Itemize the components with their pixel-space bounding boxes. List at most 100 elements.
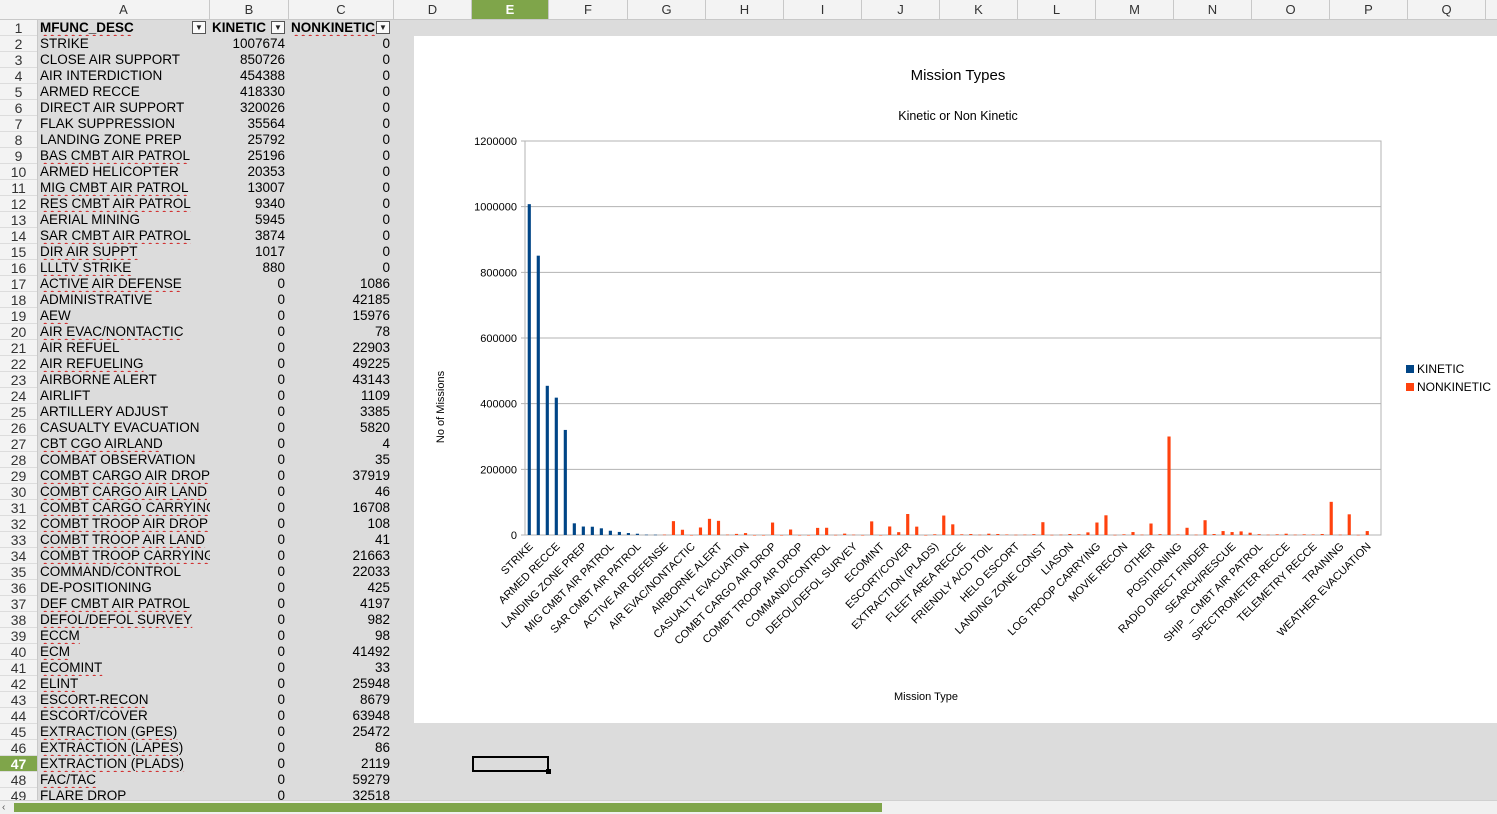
- row-header-5[interactable]: 5: [0, 84, 37, 100]
- cell-nonkinetic[interactable]: 98: [374, 628, 390, 643]
- cell-nonkinetic[interactable]: 15976: [352, 308, 390, 323]
- column-header-A[interactable]: A: [38, 0, 210, 19]
- cell-nonkinetic[interactable]: 21663: [352, 548, 390, 563]
- filter-dropdown-icon[interactable]: ▼: [271, 21, 285, 34]
- cell-kinetic[interactable]: 0: [277, 404, 285, 419]
- cell-mfunc-desc[interactable]: COMBT TROOP AIR LAND: [40, 532, 206, 547]
- cell-kinetic[interactable]: 0: [277, 676, 285, 691]
- cell-kinetic[interactable]: 0: [277, 580, 285, 595]
- cell-mfunc-desc[interactable]: STRIKE: [40, 36, 89, 51]
- cell-kinetic[interactable]: 418330: [239, 84, 285, 99]
- cell-mfunc-desc[interactable]: ECOMINT: [40, 660, 103, 675]
- cell-kinetic[interactable]: 1007674: [232, 36, 285, 51]
- row-header-26[interactable]: 26: [0, 420, 37, 436]
- cell-kinetic[interactable]: 0: [277, 308, 285, 323]
- cell-kinetic[interactable]: 9340: [254, 196, 285, 211]
- cell-nonkinetic[interactable]: 0: [382, 84, 390, 99]
- cell-nonkinetic[interactable]: 16708: [352, 500, 390, 515]
- row-header-31[interactable]: 31: [0, 500, 37, 516]
- cell-kinetic[interactable]: 850726: [239, 52, 285, 67]
- cell-mfunc-desc[interactable]: AIR REFUEL: [40, 340, 120, 355]
- cell-mfunc-desc[interactable]: EXTRACTION (LAPES): [40, 740, 184, 755]
- cell-kinetic[interactable]: 0: [277, 388, 285, 403]
- row-header-21[interactable]: 21: [0, 340, 37, 356]
- cell-nonkinetic[interactable]: 0: [382, 68, 390, 83]
- row-header-22[interactable]: 22: [0, 356, 37, 372]
- cell-mfunc-desc[interactable]: ELINT: [40, 676, 79, 691]
- cell-mfunc-desc[interactable]: ESCORT/COVER: [40, 708, 148, 723]
- cell-kinetic[interactable]: 0: [277, 596, 285, 611]
- row-header-45[interactable]: 45: [0, 724, 37, 740]
- row-header-10[interactable]: 10: [0, 164, 37, 180]
- cell-nonkinetic[interactable]: 2119: [360, 756, 390, 771]
- cell-mfunc-desc[interactable]: ARMED RECCE: [40, 84, 140, 99]
- row-header-42[interactable]: 42: [0, 676, 37, 692]
- row-header-30[interactable]: 30: [0, 484, 37, 500]
- cell-mfunc-desc[interactable]: FAC/TAC: [40, 772, 97, 787]
- cell-nonkinetic[interactable]: 0: [382, 244, 390, 259]
- cell-mfunc-desc[interactable]: CLOSE AIR SUPPORT: [40, 52, 181, 67]
- cell-mfunc-desc[interactable]: AERIAL MINING: [40, 212, 141, 227]
- cell-nonkinetic[interactable]: 42185: [352, 292, 390, 307]
- row-header-29[interactable]: 29: [0, 468, 37, 484]
- row-header-38[interactable]: 38: [0, 612, 37, 628]
- cell-kinetic[interactable]: 35564: [247, 116, 285, 131]
- row-header-23[interactable]: 23: [0, 372, 37, 388]
- cell-kinetic[interactable]: 20353: [247, 164, 285, 179]
- cell-mfunc-desc[interactable]: ESCORT-RECON: [40, 692, 149, 707]
- cell-kinetic[interactable]: 0: [277, 788, 285, 803]
- cell-kinetic[interactable]: 0: [277, 372, 285, 387]
- cell-kinetic[interactable]: 0: [277, 724, 285, 739]
- cell-nonkinetic[interactable]: 5820: [359, 420, 390, 435]
- column-header-H[interactable]: H: [706, 0, 784, 19]
- cell-nonkinetic[interactable]: 0: [382, 52, 390, 67]
- column-header-I[interactable]: I: [784, 0, 862, 19]
- column-header-B[interactable]: B: [210, 0, 289, 19]
- cell-mfunc-desc[interactable]: AIRLIFT: [40, 388, 91, 403]
- cell-mfunc-desc[interactable]: COMBT TROOP AIR DROP: [40, 516, 209, 531]
- column-header-G[interactable]: G: [628, 0, 706, 19]
- row-header-9[interactable]: 9: [0, 148, 37, 164]
- cell-kinetic[interactable]: 0: [277, 564, 285, 579]
- cell-kinetic[interactable]: 0: [277, 644, 285, 659]
- row-header-40[interactable]: 40: [0, 644, 37, 660]
- row-header-48[interactable]: 48: [0, 772, 37, 788]
- cell-mfunc-desc[interactable]: FLARE DROP: [40, 788, 127, 803]
- column-header-D[interactable]: D: [394, 0, 472, 19]
- cell-kinetic[interactable]: 3874: [254, 228, 285, 243]
- cell-mfunc-desc[interactable]: EXTRACTION (GPES): [40, 724, 178, 739]
- cell-nonkinetic[interactable]: 25948: [352, 676, 390, 691]
- cell-mfunc-desc[interactable]: DIRECT AIR SUPPORT: [40, 100, 185, 115]
- mission-types-chart[interactable]: Mission Types Kinetic or Non Kinetic No …: [414, 36, 1497, 723]
- cell-nonkinetic[interactable]: 0: [382, 212, 390, 227]
- cell-nonkinetic[interactable]: 0: [382, 164, 390, 179]
- row-header-11[interactable]: 11: [0, 180, 37, 196]
- cell-nonkinetic[interactable]: 22903: [352, 340, 390, 355]
- cell-mfunc-desc[interactable]: AIR INTERDICTION: [40, 68, 163, 83]
- row-header-25[interactable]: 25: [0, 404, 37, 420]
- row-header-14[interactable]: 14: [0, 228, 37, 244]
- row-header-4[interactable]: 4: [0, 68, 37, 84]
- row-header-12[interactable]: 12: [0, 196, 37, 212]
- cell-kinetic[interactable]: 0: [277, 740, 285, 755]
- cell-kinetic[interactable]: 0: [277, 436, 285, 451]
- row-header-16[interactable]: 16: [0, 260, 37, 276]
- cell-mfunc-desc[interactable]: ECCM: [40, 628, 80, 643]
- cell-kinetic[interactable]: 5945: [254, 212, 285, 227]
- cell-mfunc-desc[interactable]: DEFOL/DEFOL SURVEY: [40, 612, 193, 627]
- row-header-13[interactable]: 13: [0, 212, 37, 228]
- header-cell-kinetic[interactable]: KINETIC: [212, 20, 266, 35]
- cell-nonkinetic[interactable]: 86: [374, 740, 390, 755]
- column-header-M[interactable]: M: [1096, 0, 1174, 19]
- cell-kinetic[interactable]: 1017: [254, 244, 285, 259]
- row-header-37[interactable]: 37: [0, 596, 37, 612]
- cell-mfunc-desc[interactable]: DEF CMBT AIR PATROL: [40, 596, 191, 611]
- cell-mfunc-desc[interactable]: BAS CMBT AIR PATROL: [40, 148, 191, 163]
- cell-kinetic[interactable]: 454388: [239, 68, 285, 83]
- cell-nonkinetic[interactable]: 0: [382, 260, 390, 275]
- cell-mfunc-desc[interactable]: LLLTV STRIKE: [40, 260, 132, 275]
- cell-nonkinetic[interactable]: 0: [382, 132, 390, 147]
- row-header-34[interactable]: 34: [0, 548, 37, 564]
- row-header-7[interactable]: 7: [0, 116, 37, 132]
- row-header-27[interactable]: 27: [0, 436, 37, 452]
